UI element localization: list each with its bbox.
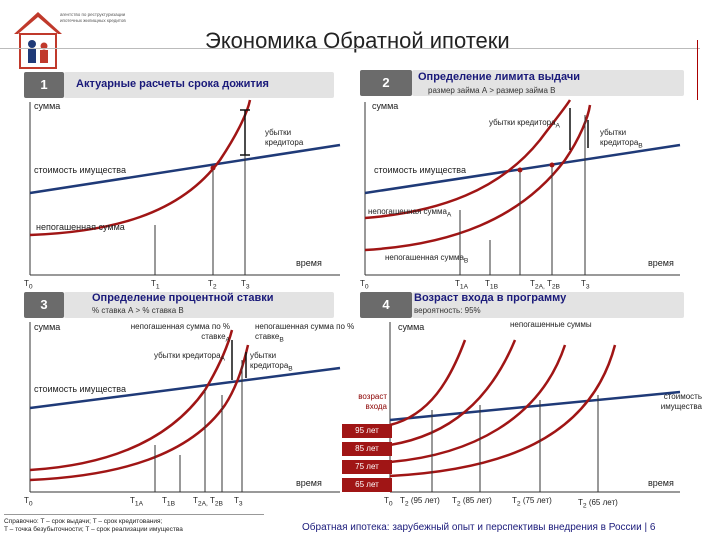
loss-label-a: убытки кредитораA	[488, 118, 560, 130]
tick-t2ab: T2A, T2B	[193, 496, 224, 508]
y-axis-label: сумма	[372, 101, 399, 111]
divider	[0, 48, 700, 49]
y-axis-label: сумма	[34, 322, 61, 332]
panel-4-diagram	[389, 322, 681, 493]
property-value-line	[29, 366, 341, 410]
loan-balance-curve-b	[364, 104, 592, 252]
tick-t0: T0	[360, 279, 369, 291]
tick-t1a: T1A	[455, 279, 469, 291]
loan-balance-label: непогашенная сумма	[36, 222, 125, 232]
tick-t0: T0	[24, 496, 33, 508]
loss-label-b: убытки кредитораB	[600, 128, 643, 150]
tick-t0: T0	[384, 496, 393, 508]
age-box-75: 75 лет	[342, 460, 392, 474]
curve-95	[389, 339, 467, 427]
logo	[10, 8, 110, 70]
x-axis-label: время	[296, 478, 322, 488]
loan-balance-curve	[29, 99, 252, 237]
tick-t1b: T1B	[162, 496, 176, 508]
panel-3-number-box: 3	[24, 292, 64, 318]
panel-2-number-box: 2	[360, 70, 412, 96]
panel-1-header	[64, 72, 334, 98]
logo-text: агентство по реструктуризации ипотечных …	[60, 12, 126, 23]
tick-t2-95: T2 (95 лет)	[400, 496, 440, 508]
loan-balance-pct-b: непогашенная сумма по % ставкеB	[255, 322, 355, 344]
panel-2-title: Определение лимита выдачи	[418, 71, 581, 83]
y-axis-label: сумма	[398, 322, 425, 332]
tick-t0: T0	[24, 279, 33, 291]
tick-t2ab: T2A, T2B	[530, 279, 561, 291]
panel-3-diagram	[29, 322, 341, 493]
x-axis-label: время	[648, 258, 674, 268]
tick-t2-75: T2 (75 лет)	[512, 496, 552, 508]
curve-85	[389, 339, 517, 447]
panel-2-diagram	[364, 99, 681, 276]
property-value-line	[389, 390, 681, 422]
curve-75	[389, 344, 567, 464]
loss-label: убытки кредитора	[265, 128, 304, 147]
loan-balance-curve-a	[364, 99, 572, 220]
tick-t2: T2	[208, 279, 217, 291]
panel-4-subtitle: вероятность: 95%	[414, 306, 481, 315]
break-even-point	[210, 165, 216, 171]
break-even-point-b	[549, 162, 555, 168]
panel-3-subtitle: % ставка А > % ставка В	[92, 306, 184, 315]
tick-t1b: T1B	[485, 279, 499, 291]
loan-balance-label-a: непогашенная суммаA	[368, 207, 452, 219]
break-even-point-a	[517, 167, 523, 173]
tick-t3: T3	[241, 279, 250, 291]
loan-balance-curve-a	[29, 329, 234, 472]
loss-label-b: убытки кредитораB	[250, 351, 293, 373]
age-box-65: 65 лет	[342, 478, 392, 492]
panel-4-header	[412, 292, 684, 318]
tick-t3: T3	[581, 279, 590, 291]
panel-4-number-box: 4	[360, 292, 412, 318]
panel-1-diagram	[29, 99, 341, 276]
panel-1-number-box: 1	[24, 72, 64, 98]
footnote-line-1: Справочно: T – срок выдачи; T – срок кре…	[4, 518, 163, 525]
loan-balance-curve-b	[29, 344, 250, 482]
entry-age-label: возраст входа	[358, 392, 387, 411]
footnote-line-2: T – точка безубыточности; T – срок реали…	[4, 526, 183, 533]
tick-t2-85: T2 (85 лет)	[452, 496, 492, 508]
x-axis-label: время	[296, 258, 322, 268]
tick-t2-65: T2 (65 лет)	[578, 498, 618, 510]
footnote-box: Справочно: T – срок выдачи; T – срок кре…	[4, 514, 264, 538]
age-box-85: 85 лет	[342, 442, 392, 456]
panel-3-title: Определение процентной ставки	[92, 292, 274, 304]
property-value-label: стоимость имущества	[34, 384, 126, 394]
divider	[697, 40, 698, 100]
tick-t1a: T1A	[130, 496, 144, 508]
footer-text: Обратная ипотека: зарубежный опыт и перс…	[302, 522, 656, 533]
property-value-label: стоимость имущества	[660, 392, 702, 411]
panel-1-title: Актуарные расчеты срока дожития	[76, 78, 269, 90]
panel-2-subtitle: размер займа А > размер займа В	[428, 86, 556, 95]
tick-t1: T1	[151, 279, 160, 291]
property-value-label: стоимость имущества	[34, 165, 126, 175]
loss-label-a: убытки кредитораA	[153, 351, 225, 363]
y-axis-label: сумма	[34, 101, 61, 111]
age-box-95: 95 лет	[342, 424, 392, 438]
property-value-label: стоимость имущества	[374, 165, 466, 175]
house-logo-icon	[14, 12, 62, 69]
tick-t3: T3	[234, 496, 243, 508]
loan-balances-label: непогашенные суммы	[510, 320, 592, 329]
property-value-line	[364, 143, 681, 195]
panel-2-header	[412, 70, 684, 96]
property-value-line	[29, 143, 341, 195]
loan-balance-pct-a: непогашенная сумма по % ставкеA	[130, 322, 230, 344]
x-axis-label: время	[648, 478, 674, 488]
panel-4-title: Возраст входа в программу	[414, 292, 567, 304]
loan-balance-label-b: непогашенная суммаB	[385, 253, 469, 265]
panel-3-header	[64, 292, 334, 318]
